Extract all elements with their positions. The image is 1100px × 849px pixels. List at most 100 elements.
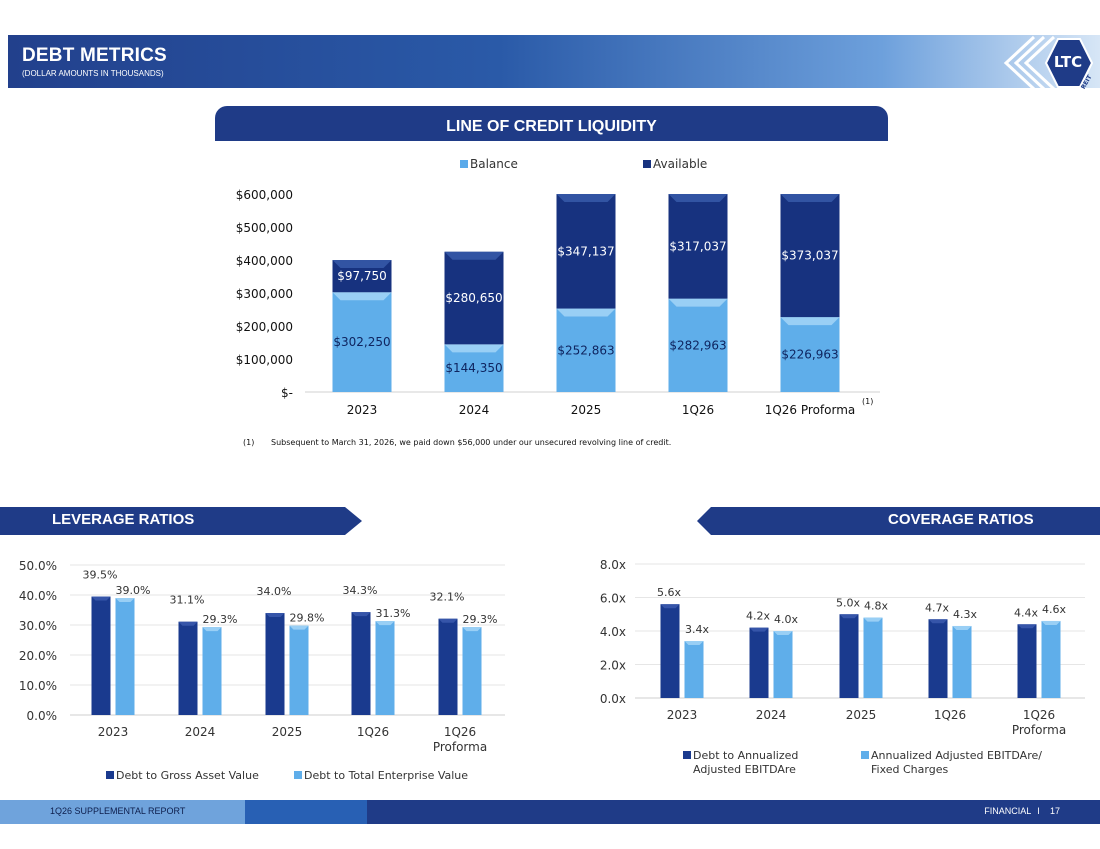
data-label: 4.4x: [1014, 606, 1038, 619]
data-label-balance: $252,863: [557, 343, 614, 357]
x-tick-label: 2024: [459, 403, 490, 417]
data-label: 34.3%: [343, 584, 378, 597]
bar-bevel: [928, 619, 948, 624]
x-tick-label: 2024: [756, 708, 787, 722]
y-tick-label: $-: [281, 386, 293, 400]
bar-available-bevel: [780, 194, 840, 202]
bar-series-1: [438, 618, 458, 715]
y-tick-label: 8.0x: [600, 558, 626, 572]
bar-bevel: [1041, 620, 1061, 625]
bar-series-1: [91, 596, 111, 715]
x-tick-label: 1Q26: [1023, 708, 1055, 722]
footnote-text: Subsequent to March 31, 2026, we paid do…: [271, 438, 672, 447]
coverage-ratios-banner: COVERAGE RATIOS: [697, 507, 1100, 535]
data-label-balance: $226,963: [781, 348, 838, 362]
y-tick-label: $600,000: [236, 188, 293, 202]
data-label-available: $97,750: [337, 269, 387, 283]
footer-page-number: 17: [1049, 806, 1060, 816]
x-tick-label: 1Q26 Proforma: [765, 403, 856, 417]
bar-bevel: [749, 627, 769, 632]
footer-segment-light: [0, 800, 245, 824]
bar-available: [556, 194, 616, 309]
coverage-ratios-title: COVERAGE RATIOS: [888, 511, 1034, 528]
footer-report-name: 1Q26 SUPPLEMENTAL REPORT: [50, 806, 186, 816]
bar-balance-bevel: [780, 317, 840, 326]
bar-available: [444, 251, 504, 345]
data-label-balance: $302,250: [333, 335, 390, 349]
data-label-available: $280,650: [445, 291, 502, 305]
page-header: DEBT METRICS (DOLLAR AMOUNTS IN THOUSAND…: [8, 35, 1100, 88]
bar-bevel: [178, 621, 198, 626]
y-tick-label: $500,000: [236, 221, 293, 235]
x-tick-label: Proforma: [1012, 723, 1066, 737]
bar-series-2: [375, 621, 395, 715]
page-footer: 1Q26 SUPPLEMENTAL REPORT FINANCIAL I 17: [0, 800, 1100, 824]
bar-balance-bevel: [556, 308, 616, 317]
bar-balance-bevel: [444, 344, 504, 353]
leverage-banner-shape: [0, 507, 362, 535]
legend-swatch-1: [643, 160, 651, 168]
x-tick-label: 2025: [272, 725, 303, 739]
bar-available: [668, 194, 728, 299]
bar-available-bevel: [556, 194, 616, 202]
y-tick-label: 50.0%: [19, 559, 57, 573]
bar-series-2: [1041, 620, 1061, 698]
x-tick-label: 1Q26: [682, 403, 714, 417]
data-label-balance: $282,963: [669, 338, 726, 352]
logo-text: LTC: [1054, 53, 1082, 71]
footer-section: FINANCIAL: [984, 806, 1031, 816]
x-tick-label: 2024: [185, 725, 216, 739]
bar-series-1: [178, 621, 198, 715]
bar-bevel: [839, 614, 859, 619]
legend-label-0: Adjusted EBITDAre: [693, 763, 796, 776]
footnote-number: (1): [243, 438, 255, 447]
bar-balance: [332, 292, 392, 392]
data-label: 39.5%: [83, 569, 118, 582]
y-tick-label: 10.0%: [19, 679, 57, 693]
data-label: 3.4x: [685, 623, 709, 636]
bar-series-2: [684, 641, 704, 698]
line-of-credit-chart: Balance Available $- $100,000 $200,000 $300,0…: [236, 157, 880, 417]
x-tick-label: 2025: [846, 708, 877, 722]
bar-available-bevel: [444, 251, 504, 260]
bar-balance-bevel: [668, 298, 728, 307]
bar-balance: [556, 308, 616, 392]
bar-series-1: [660, 604, 680, 698]
footnote: (1) Subsequent to March 31, 2026, we paid…: [243, 438, 671, 447]
category-note: (1): [862, 397, 873, 406]
line-of-credit-banner: LINE OF CREDIT LIQUIDITY: [215, 106, 888, 141]
x-tick-label: 2023: [667, 708, 698, 722]
footer-segment-mid: [245, 800, 367, 824]
bar-series-2: [952, 625, 972, 698]
legend-swatch-0: [683, 751, 691, 759]
bar-series-2: [289, 625, 309, 715]
x-tick-label: 2023: [347, 403, 378, 417]
data-label: 31.1%: [170, 594, 205, 607]
data-label-available: $317,037: [669, 239, 726, 253]
page-title: DEBT METRICS: [22, 45, 167, 66]
data-label: 5.6x: [657, 586, 681, 599]
footer-segment-dark: [367, 800, 1100, 824]
bar-series-1: [749, 627, 769, 698]
bar-available: [780, 194, 840, 318]
data-label: 4.2x: [746, 610, 770, 623]
bar-series-2: [863, 617, 883, 698]
legend-label-0: Debt to Annualized: [693, 749, 798, 762]
legend-swatch-1: [861, 751, 869, 759]
bar-bevel: [115, 598, 135, 602]
y-tick-label: 30.0%: [19, 619, 57, 633]
legend-label-1: Debt to Total Enterprise Value: [304, 769, 468, 782]
data-label: 4.0x: [774, 613, 798, 626]
data-label: 39.0%: [116, 584, 151, 597]
x-tick-label: 2025: [571, 403, 602, 417]
data-label: 29.8%: [290, 612, 325, 625]
y-tick-label: 0.0%: [27, 709, 58, 723]
bar-series-2: [773, 631, 793, 698]
bar-bevel: [351, 612, 371, 617]
y-tick-label: 4.0x: [600, 625, 626, 639]
bar-bevel: [265, 613, 285, 617]
data-label: 5.0x: [836, 596, 860, 609]
data-label: 4.3x: [953, 608, 977, 621]
data-label: 32.1%: [430, 591, 465, 604]
legend-label-0: Balance: [470, 157, 518, 171]
